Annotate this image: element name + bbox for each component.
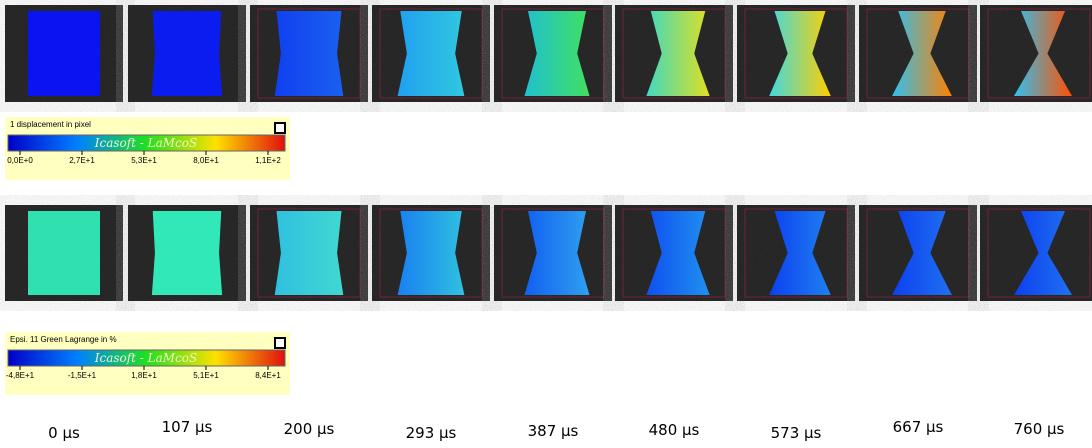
- specimen: [274, 211, 344, 295]
- colorbar-tick-label: 8,4E+1: [255, 371, 281, 380]
- image-panel: [5, 5, 123, 102]
- colorbar-tick-label: 5,3E+1: [131, 156, 157, 165]
- image-panel: [372, 5, 490, 102]
- colorbar-tick-label: -1,5E+1: [68, 371, 97, 380]
- roi-frame: [622, 8, 726, 99]
- image-panel: [859, 205, 977, 301]
- image-panel: [737, 205, 855, 301]
- colorbar-tick-label: 2,7E+1: [69, 156, 95, 165]
- roi-frame: [622, 208, 726, 298]
- colorbar-tick-label: 1,1E+2: [255, 156, 281, 165]
- time-label: 0 µs: [48, 424, 80, 442]
- time-label: 200 µs: [284, 420, 335, 438]
- specimen: [524, 11, 590, 96]
- colorbar: Epsi. 11 Green Lagrange in % Icasoft - La…: [5, 332, 290, 395]
- colorbar-tick-label: 1,8E+1: [131, 371, 157, 380]
- image-panel: [250, 205, 368, 301]
- colorbar-close: [274, 122, 286, 134]
- roi-frame: [379, 208, 483, 298]
- specimen: [151, 211, 223, 295]
- colorbar-title: 1 displacement in pixel: [10, 120, 91, 129]
- specimen: [769, 11, 831, 96]
- specimen: [28, 11, 100, 96]
- image-panel: [980, 205, 1092, 301]
- roi-frame: [866, 8, 970, 99]
- specimen: [397, 11, 465, 96]
- time-label: 107 µs: [162, 418, 213, 436]
- colorbar-title: Epsi. 11 Green Lagrange in %: [10, 335, 117, 344]
- time-label: 293 µs: [406, 424, 457, 442]
- image-panel: [128, 5, 246, 102]
- specimen: [274, 11, 344, 96]
- image-panel: [615, 205, 733, 301]
- time-label: 760 µs: [1014, 420, 1065, 438]
- time-label: 387 µs: [528, 422, 579, 440]
- roi-frame: [501, 8, 605, 99]
- image-panel: [615, 5, 733, 102]
- image-panel: [859, 5, 977, 102]
- specimen: [1013, 11, 1073, 96]
- colorbar-watermark: Icasoft - LaMcoS: [94, 351, 198, 365]
- image-panel: [250, 5, 368, 102]
- image-panel: [494, 5, 612, 102]
- specimen: [28, 211, 100, 295]
- specimen: [769, 211, 831, 295]
- colorbar-tick-label: 5,1E+1: [193, 371, 219, 380]
- roi-frame: [744, 8, 848, 99]
- roi-frame: [866, 208, 970, 298]
- colorbar-watermark: Icasoft - LaMcoS: [94, 136, 198, 150]
- specimen: [646, 211, 710, 295]
- colorbar-tick-label: 8,0E+1: [193, 156, 219, 165]
- specimen: [524, 211, 590, 295]
- image-panel: [372, 205, 490, 301]
- time-label: 667 µs: [893, 418, 944, 436]
- colorbar-gradient: [7, 134, 286, 152]
- colorbar-gradient: [7, 349, 286, 367]
- roi-frame: [987, 208, 1091, 298]
- image-panel: [494, 205, 612, 301]
- colorbar-close: [274, 337, 286, 349]
- specimen: [892, 211, 952, 295]
- colorbar-tick-label: -4,8E+1: [6, 371, 35, 380]
- roi-frame: [501, 208, 605, 298]
- roi-frame: [379, 8, 483, 99]
- specimen: [646, 11, 710, 96]
- time-label: 573 µs: [771, 424, 822, 442]
- specimen: [151, 11, 223, 96]
- image-panel: [737, 5, 855, 102]
- roi-frame: [257, 208, 361, 298]
- image-panel: [128, 205, 246, 301]
- specimen: [1013, 211, 1073, 295]
- roi-frame: [744, 208, 848, 298]
- roi-frame: [987, 8, 1091, 99]
- time-label: 480 µs: [649, 421, 700, 439]
- image-panel: [5, 205, 123, 301]
- roi-frame: [257, 8, 361, 99]
- specimen: [397, 211, 465, 295]
- image-panel: [980, 5, 1092, 102]
- specimen: [892, 11, 952, 96]
- colorbar-tick-label: 0,0E+0: [7, 156, 33, 165]
